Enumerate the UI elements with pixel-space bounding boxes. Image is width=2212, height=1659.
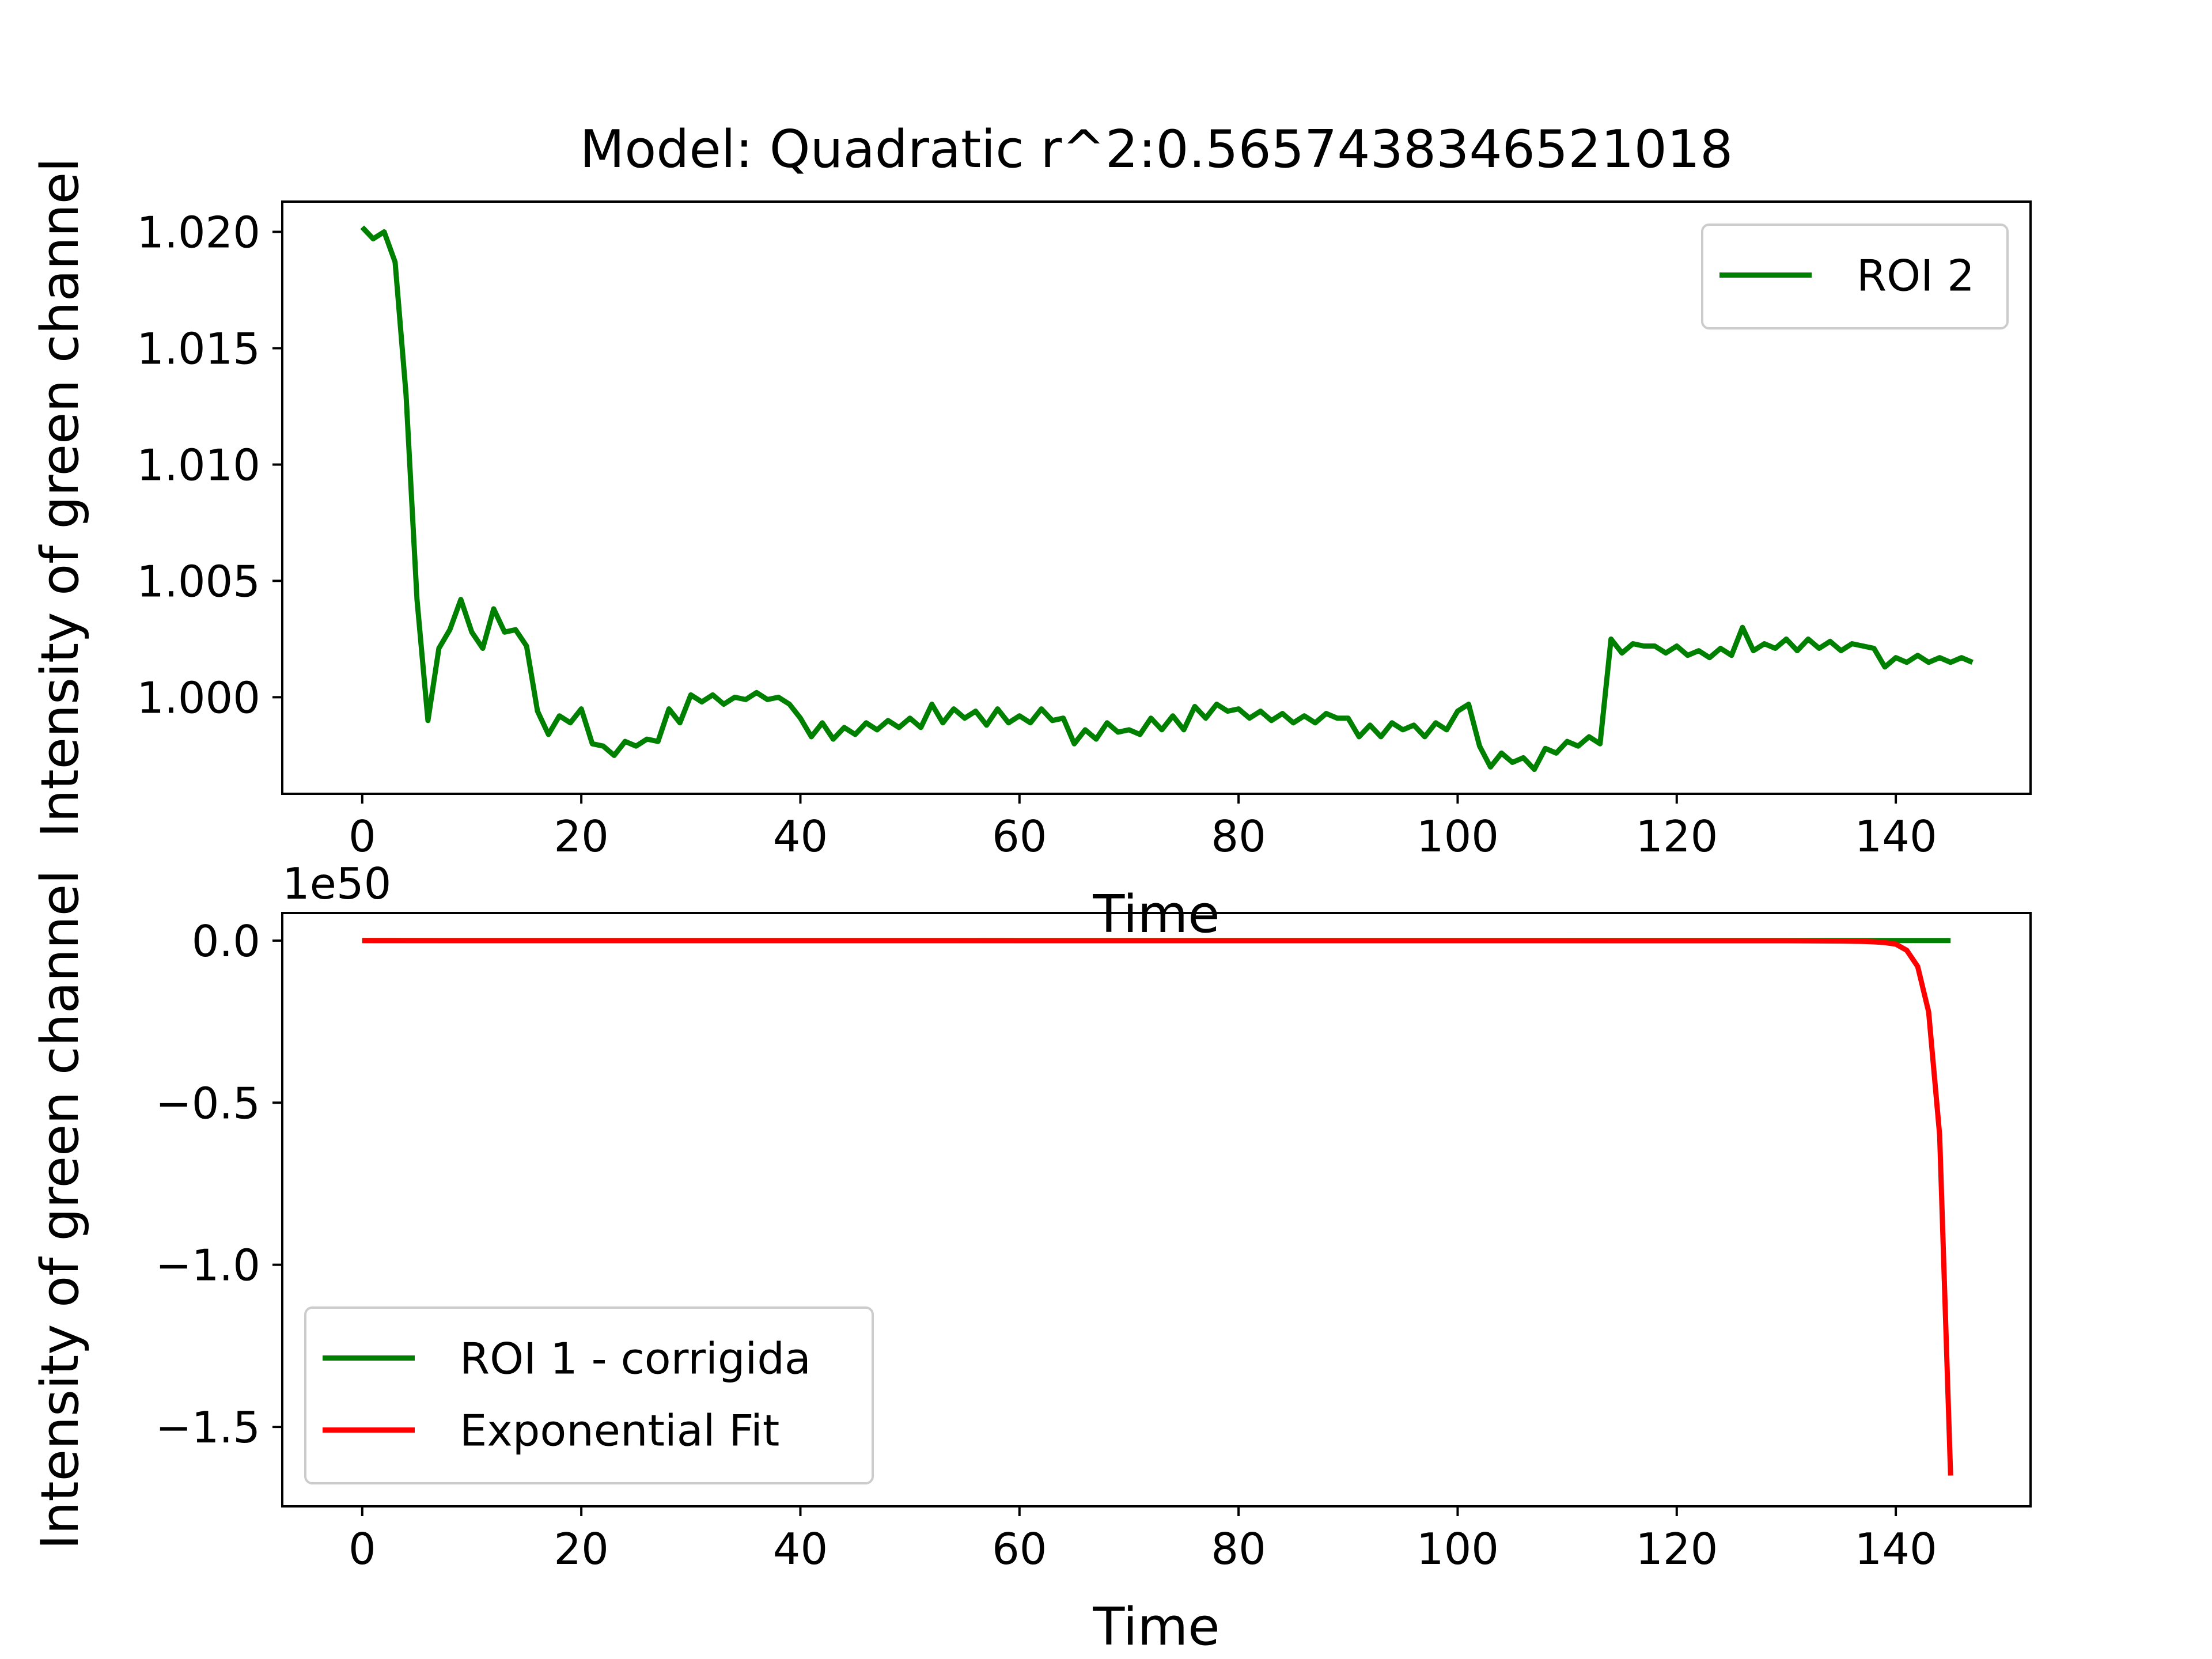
legend-label: Exponential Fit [460,1406,779,1456]
y-tick-label: 1.000 [137,672,260,723]
x-tick-label: 100 [1416,1524,1499,1574]
x-axis-label: Time [1092,1597,1219,1657]
x-tick-label: 20 [554,1524,608,1574]
x-tick-label: 60 [992,811,1047,862]
x-axis-label: Time [1092,884,1219,945]
x-tick-label: 20 [554,811,608,862]
y-tick-label: 1.005 [137,556,260,607]
x-tick-label: 0 [349,1524,376,1574]
series-line-exponential-fit [362,938,1953,1476]
axes-frame [281,912,2032,1508]
y-tick-label: −1.5 [156,1402,260,1453]
x-tick-label: 140 [1855,811,1937,862]
y-offset-label: 1e50 [282,858,391,909]
chart-title: Model: Quadratic r^2:0.5657438346521018 [580,119,1733,180]
x-tick-label: 60 [992,1524,1047,1574]
x-tick-label: 120 [1635,1524,1718,1574]
x-tick-label: 80 [1211,811,1266,862]
legend: ROI 2 [1701,224,2009,329]
y-tick-label: −0.5 [156,1078,260,1128]
y-tick-label: 0.0 [192,916,260,967]
top-subplot: 0 20 40 60 80 100 120 140 1.000 1.005 1.010 1.015 1.… [30,119,2032,945]
series-line-roi-2 [360,225,1974,772]
axes-frame [281,200,2032,795]
legend: ROI 1 - corrigida Exponential Fit [304,1306,874,1484]
legend-box [304,1306,874,1484]
x-tick-label: 120 [1635,811,1718,862]
legend-box [1701,224,2009,329]
legend-label: ROI 1 - corrigida [460,1334,811,1384]
x-tick-label: 0 [349,811,376,862]
x-tick-label: 80 [1211,1524,1266,1574]
x-tick-label: 100 [1416,811,1499,862]
y-tick-label: −1.0 [156,1240,260,1291]
x-tick-label: 140 [1855,1524,1937,1574]
y-axis-label: Intensity of green channel [30,158,90,838]
y-tick-label: 1.020 [137,207,260,258]
legend-label: ROI 2 [1857,251,1975,301]
y-tick-label: 1.015 [137,323,260,374]
x-tick-label: 40 [773,811,828,862]
x-tick-label: 40 [773,1524,828,1574]
y-tick-label: 1.010 [137,440,260,490]
y-axis-label: Intensity of green channel [30,870,90,1550]
bottom-subplot: 0 20 40 60 80 100 120 140 0.0 −0.5 −1.0 −1.5 Time Int… [30,858,2032,1657]
